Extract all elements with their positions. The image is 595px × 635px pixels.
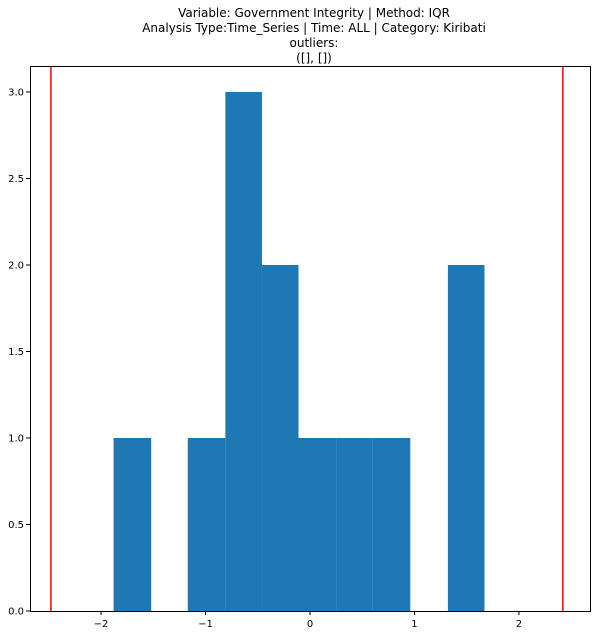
chart-title: Variable: Government Integrity | Method:… bbox=[142, 6, 486, 65]
x-tick-label-1: −1 bbox=[198, 619, 213, 630]
y-tick-label-5: 2.5 bbox=[8, 174, 24, 185]
x-tick-label-3: 1 bbox=[411, 619, 417, 630]
y-tick-label-6: 3.0 bbox=[8, 87, 24, 98]
y-tick-label-2: 1.0 bbox=[8, 433, 24, 444]
x-tick-label-4: 2 bbox=[516, 619, 522, 630]
axes: −2 −1 0 1 2 0.0 0.5 1.0 1.5 2.0 2.5 3.0 bbox=[8, 87, 522, 630]
y-tick-label-1: 0.5 bbox=[8, 520, 24, 531]
histogram-bar-9 bbox=[447, 264, 485, 611]
x-tick-label-0: −2 bbox=[94, 619, 109, 630]
histogram-bar-6 bbox=[336, 437, 373, 611]
histogram-bar-2 bbox=[187, 437, 226, 611]
y-tick-label-3: 1.5 bbox=[8, 347, 24, 358]
histogram-bar-7 bbox=[372, 437, 411, 611]
histogram-bar-0 bbox=[113, 437, 152, 611]
threshold-lines bbox=[50, 66, 564, 611]
histogram-bars bbox=[113, 91, 485, 611]
histogram-bar-3 bbox=[225, 91, 262, 611]
histogram-bar-4 bbox=[261, 264, 299, 611]
histogram-bar-5 bbox=[298, 437, 337, 611]
title-line-1: Variable: Government Integrity | Method:… bbox=[178, 6, 450, 20]
title-line-3: outliers: bbox=[290, 36, 339, 50]
y-tick-label-0: 0.0 bbox=[8, 607, 24, 618]
title-line-2: Analysis Type:Time_Series | Time: ALL | … bbox=[142, 21, 486, 35]
y-tick-label-4: 2.0 bbox=[8, 260, 24, 271]
x-tick-label-2: 0 bbox=[307, 619, 313, 630]
title-line-4: ([], []) bbox=[296, 51, 332, 65]
plot-frame bbox=[30, 66, 591, 612]
